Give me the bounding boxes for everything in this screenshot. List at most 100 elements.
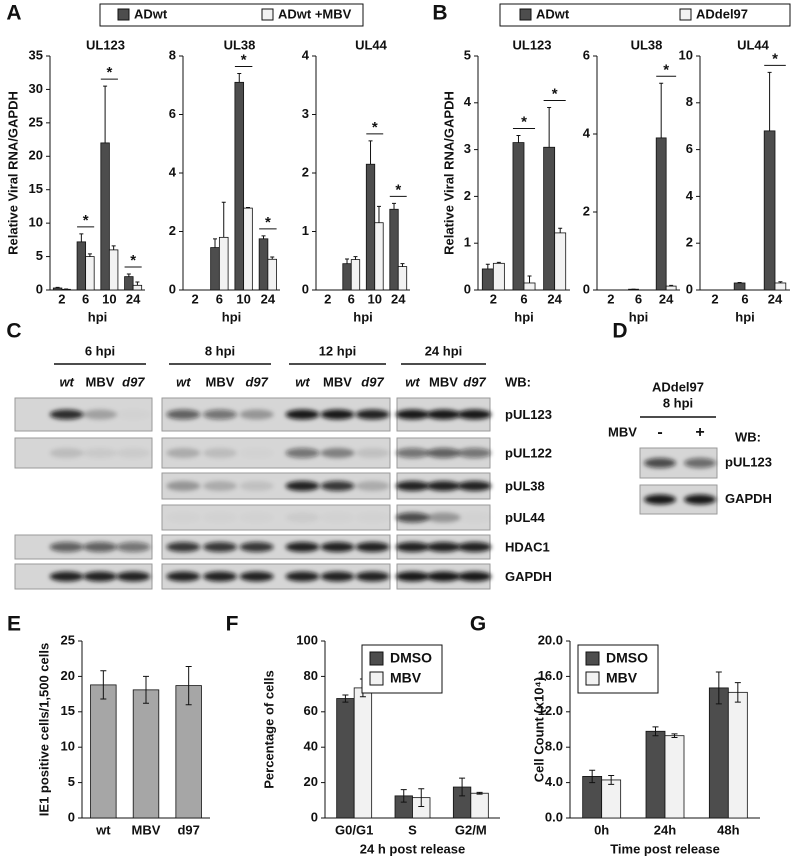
bar	[100, 142, 110, 291]
error-bar	[213, 238, 218, 248]
blot-band	[395, 542, 430, 552]
y-tick-label: 6	[583, 47, 590, 62]
y-tick-label: 2	[302, 164, 309, 179]
x-tick-label: 6	[348, 291, 355, 306]
blot-band	[395, 409, 430, 420]
blot-band	[457, 481, 492, 491]
blot-band	[320, 542, 355, 552]
lane-label: wt	[295, 374, 310, 389]
error-bar	[221, 201, 226, 238]
error-bar	[245, 207, 250, 209]
y-tick-label: 6	[169, 106, 176, 121]
blot-band	[203, 448, 237, 458]
blot-row-label: pUL44	[505, 510, 546, 525]
y-tick-label: 8	[169, 47, 176, 62]
significance-marker: *	[372, 119, 378, 136]
x-axis-label: hpi	[222, 309, 242, 324]
blot-band	[166, 481, 201, 491]
bar	[218, 236, 229, 291]
blot-band	[285, 542, 320, 552]
error-bar	[376, 205, 381, 223]
bar	[708, 687, 729, 819]
lane-label: MBV	[429, 374, 458, 389]
legend-swatch	[261, 8, 274, 21]
blot-band	[321, 513, 355, 523]
x-tick-label: 2	[607, 291, 614, 306]
blot-group-title: 6 hpi	[85, 343, 115, 358]
blot-band	[395, 571, 430, 582]
bar	[85, 256, 95, 291]
bar	[132, 284, 143, 291]
panel-label: G	[470, 613, 486, 636]
bar	[397, 266, 408, 291]
x-tick-label: 6	[520, 291, 527, 306]
y-tick-label: 25	[29, 114, 43, 129]
legend-label: MBV	[606, 670, 638, 686]
legend-swatch	[679, 8, 692, 21]
x-tick-label: 0h	[594, 822, 609, 837]
y-tick-label: 0	[311, 809, 318, 824]
y-axis-label: Percentage of cells	[261, 670, 276, 789]
error-bar	[143, 675, 149, 704]
blot-band	[166, 571, 201, 582]
bar	[258, 238, 269, 291]
x-tick-label: 24	[391, 291, 406, 306]
blot-band	[166, 542, 201, 552]
y-tick-label: 5	[36, 248, 43, 263]
significance-marker: *	[106, 64, 112, 81]
bar	[353, 687, 373, 819]
error-bar	[400, 263, 405, 267]
error-bar	[669, 284, 674, 287]
y-tick-label: 4	[302, 47, 310, 62]
error-bar	[418, 788, 425, 807]
error-bar	[87, 253, 92, 257]
error-bar	[55, 286, 60, 288]
bar	[665, 285, 677, 291]
y-axis-label: Relative Viral RNA/GAPDH	[441, 91, 456, 255]
bar	[365, 163, 376, 291]
significance-marker: *	[772, 50, 778, 67]
x-tick-label: G0/G1	[335, 822, 373, 837]
y-tick-label: 15	[61, 703, 75, 718]
bar	[727, 691, 748, 819]
blot-band	[83, 571, 117, 582]
error-bar	[400, 789, 407, 803]
bar	[132, 689, 160, 819]
blot-row-label: GAPDH	[725, 491, 772, 506]
blot-band	[239, 571, 274, 582]
chart-title: UL38	[224, 37, 256, 52]
blot-band	[320, 571, 355, 582]
error-bar	[652, 726, 659, 737]
error-bar	[392, 202, 397, 210]
y-tick-label: 8	[686, 94, 693, 109]
legend-swatch	[369, 671, 384, 686]
significance-marker: *	[241, 52, 247, 69]
error-bar	[589, 769, 596, 784]
y-tick-label: 4	[686, 188, 694, 203]
blot-row-label: pUL122	[505, 445, 552, 460]
chart-title: UL123	[512, 37, 551, 52]
y-tick-label: 1	[464, 235, 471, 250]
error-bar	[135, 281, 140, 286]
blot-band	[285, 481, 320, 491]
blot-band	[49, 448, 84, 458]
y-tick-label: 30	[29, 81, 43, 96]
x-tick-label: 6	[82, 291, 89, 306]
blot-group-title: 24 hpi	[425, 343, 463, 358]
blot-row-label: GAPDH	[505, 569, 552, 584]
y-tick-label: 12.0	[538, 703, 563, 718]
lane-label: d97	[463, 374, 486, 389]
x-tick-label: 2	[324, 291, 331, 306]
bar	[243, 207, 253, 291]
blot-row-label: HDAC1	[505, 539, 550, 554]
blot-band	[355, 571, 390, 582]
error-bar	[608, 775, 615, 785]
bar	[601, 779, 622, 819]
bar	[664, 735, 685, 819]
x-tick-label: 6	[216, 291, 223, 306]
x-axis-label: hpi	[514, 309, 534, 324]
bar	[336, 698, 355, 819]
y-tick-label: 2	[686, 235, 693, 250]
blot-band	[116, 542, 151, 552]
